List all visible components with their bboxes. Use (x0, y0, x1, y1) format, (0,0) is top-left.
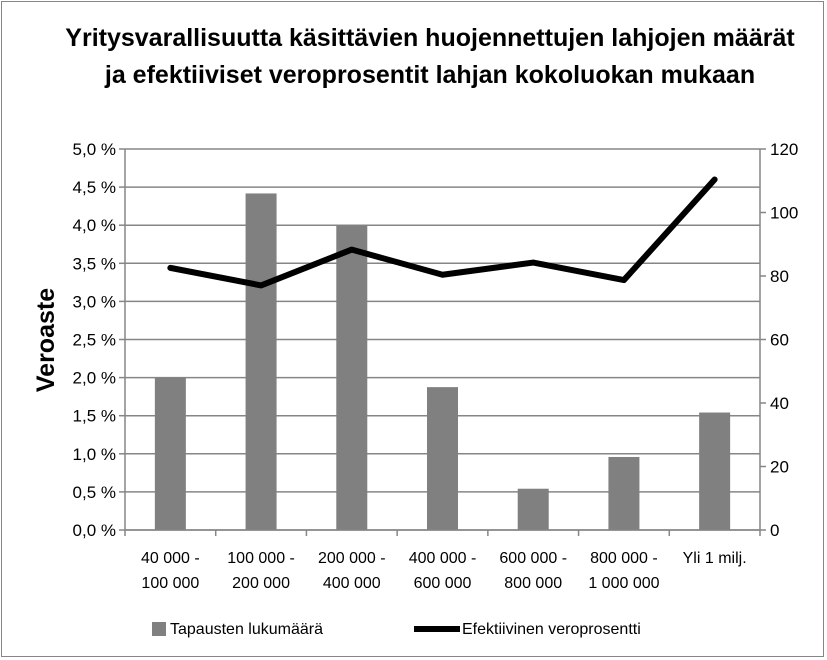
x-tick-label: 100 000 (141, 575, 199, 592)
x-tick-label: 1 000 000 (588, 575, 659, 592)
bar (245, 193, 277, 530)
x-tick-label: 200 000 - (318, 550, 386, 567)
x-tick-label: 40 000 - (141, 550, 200, 567)
x-tick-label: Yli 1 milj. (683, 550, 747, 567)
y-left-tick-label: 1,0 % (73, 445, 116, 464)
y-left-tick-label: 0,0 % (73, 521, 116, 540)
bar (154, 377, 186, 530)
y-left-tick-label: 5,0 % (73, 140, 116, 159)
x-tick-label: 800 000 (504, 575, 562, 592)
y-left-tick-label: 0,5 % (73, 483, 116, 502)
bar (427, 387, 458, 530)
y-left-tick-label: 3,5 % (73, 254, 116, 273)
legend-label-line: Efektiivinen veroprosentti (462, 621, 641, 638)
y-axis-label: Veroaste (32, 288, 60, 392)
legend-label-bars: Tapausten lukumäärä (170, 621, 323, 638)
x-tick-label: 600 000 - (499, 550, 567, 567)
y-right-tick-label: 100 (770, 204, 798, 223)
x-tick-label: 800 000 - (590, 550, 658, 567)
y-right-tick-label: 0 (770, 521, 779, 540)
chart-title: Yritysvarallisuutta käsittävien huojenne… (65, 24, 795, 89)
legend-swatch-bars (152, 622, 166, 636)
y-right-tick-label: 60 (770, 331, 789, 350)
x-tick-label: 200 000 (232, 575, 290, 592)
x-tick-label: 400 000 (323, 575, 381, 592)
y-left-tick-label: 4,0 % (73, 216, 116, 235)
x-tick-label: 400 000 - (409, 550, 477, 567)
y-left-tick-label: 4,5 % (73, 178, 116, 197)
y-left-tick-label: 3,0 % (73, 292, 116, 311)
y-left-tick-label: 2,5 % (73, 331, 116, 350)
x-tick-label: 100 000 - (227, 550, 295, 567)
y-right-tick-label: 80 (770, 267, 789, 286)
y-left-tick-label: 1,5 % (73, 407, 116, 426)
y-right-tick-label: 40 (770, 394, 789, 413)
y-right-tick-label: 120 (770, 140, 798, 159)
bar (699, 412, 731, 530)
x-tick-label: 600 000 (414, 575, 472, 592)
y-left-tick-label: 2,0 % (73, 369, 116, 388)
y-right-tick-label: 20 (770, 458, 789, 477)
bar (608, 456, 640, 530)
bar (517, 488, 549, 530)
bar (336, 225, 368, 530)
